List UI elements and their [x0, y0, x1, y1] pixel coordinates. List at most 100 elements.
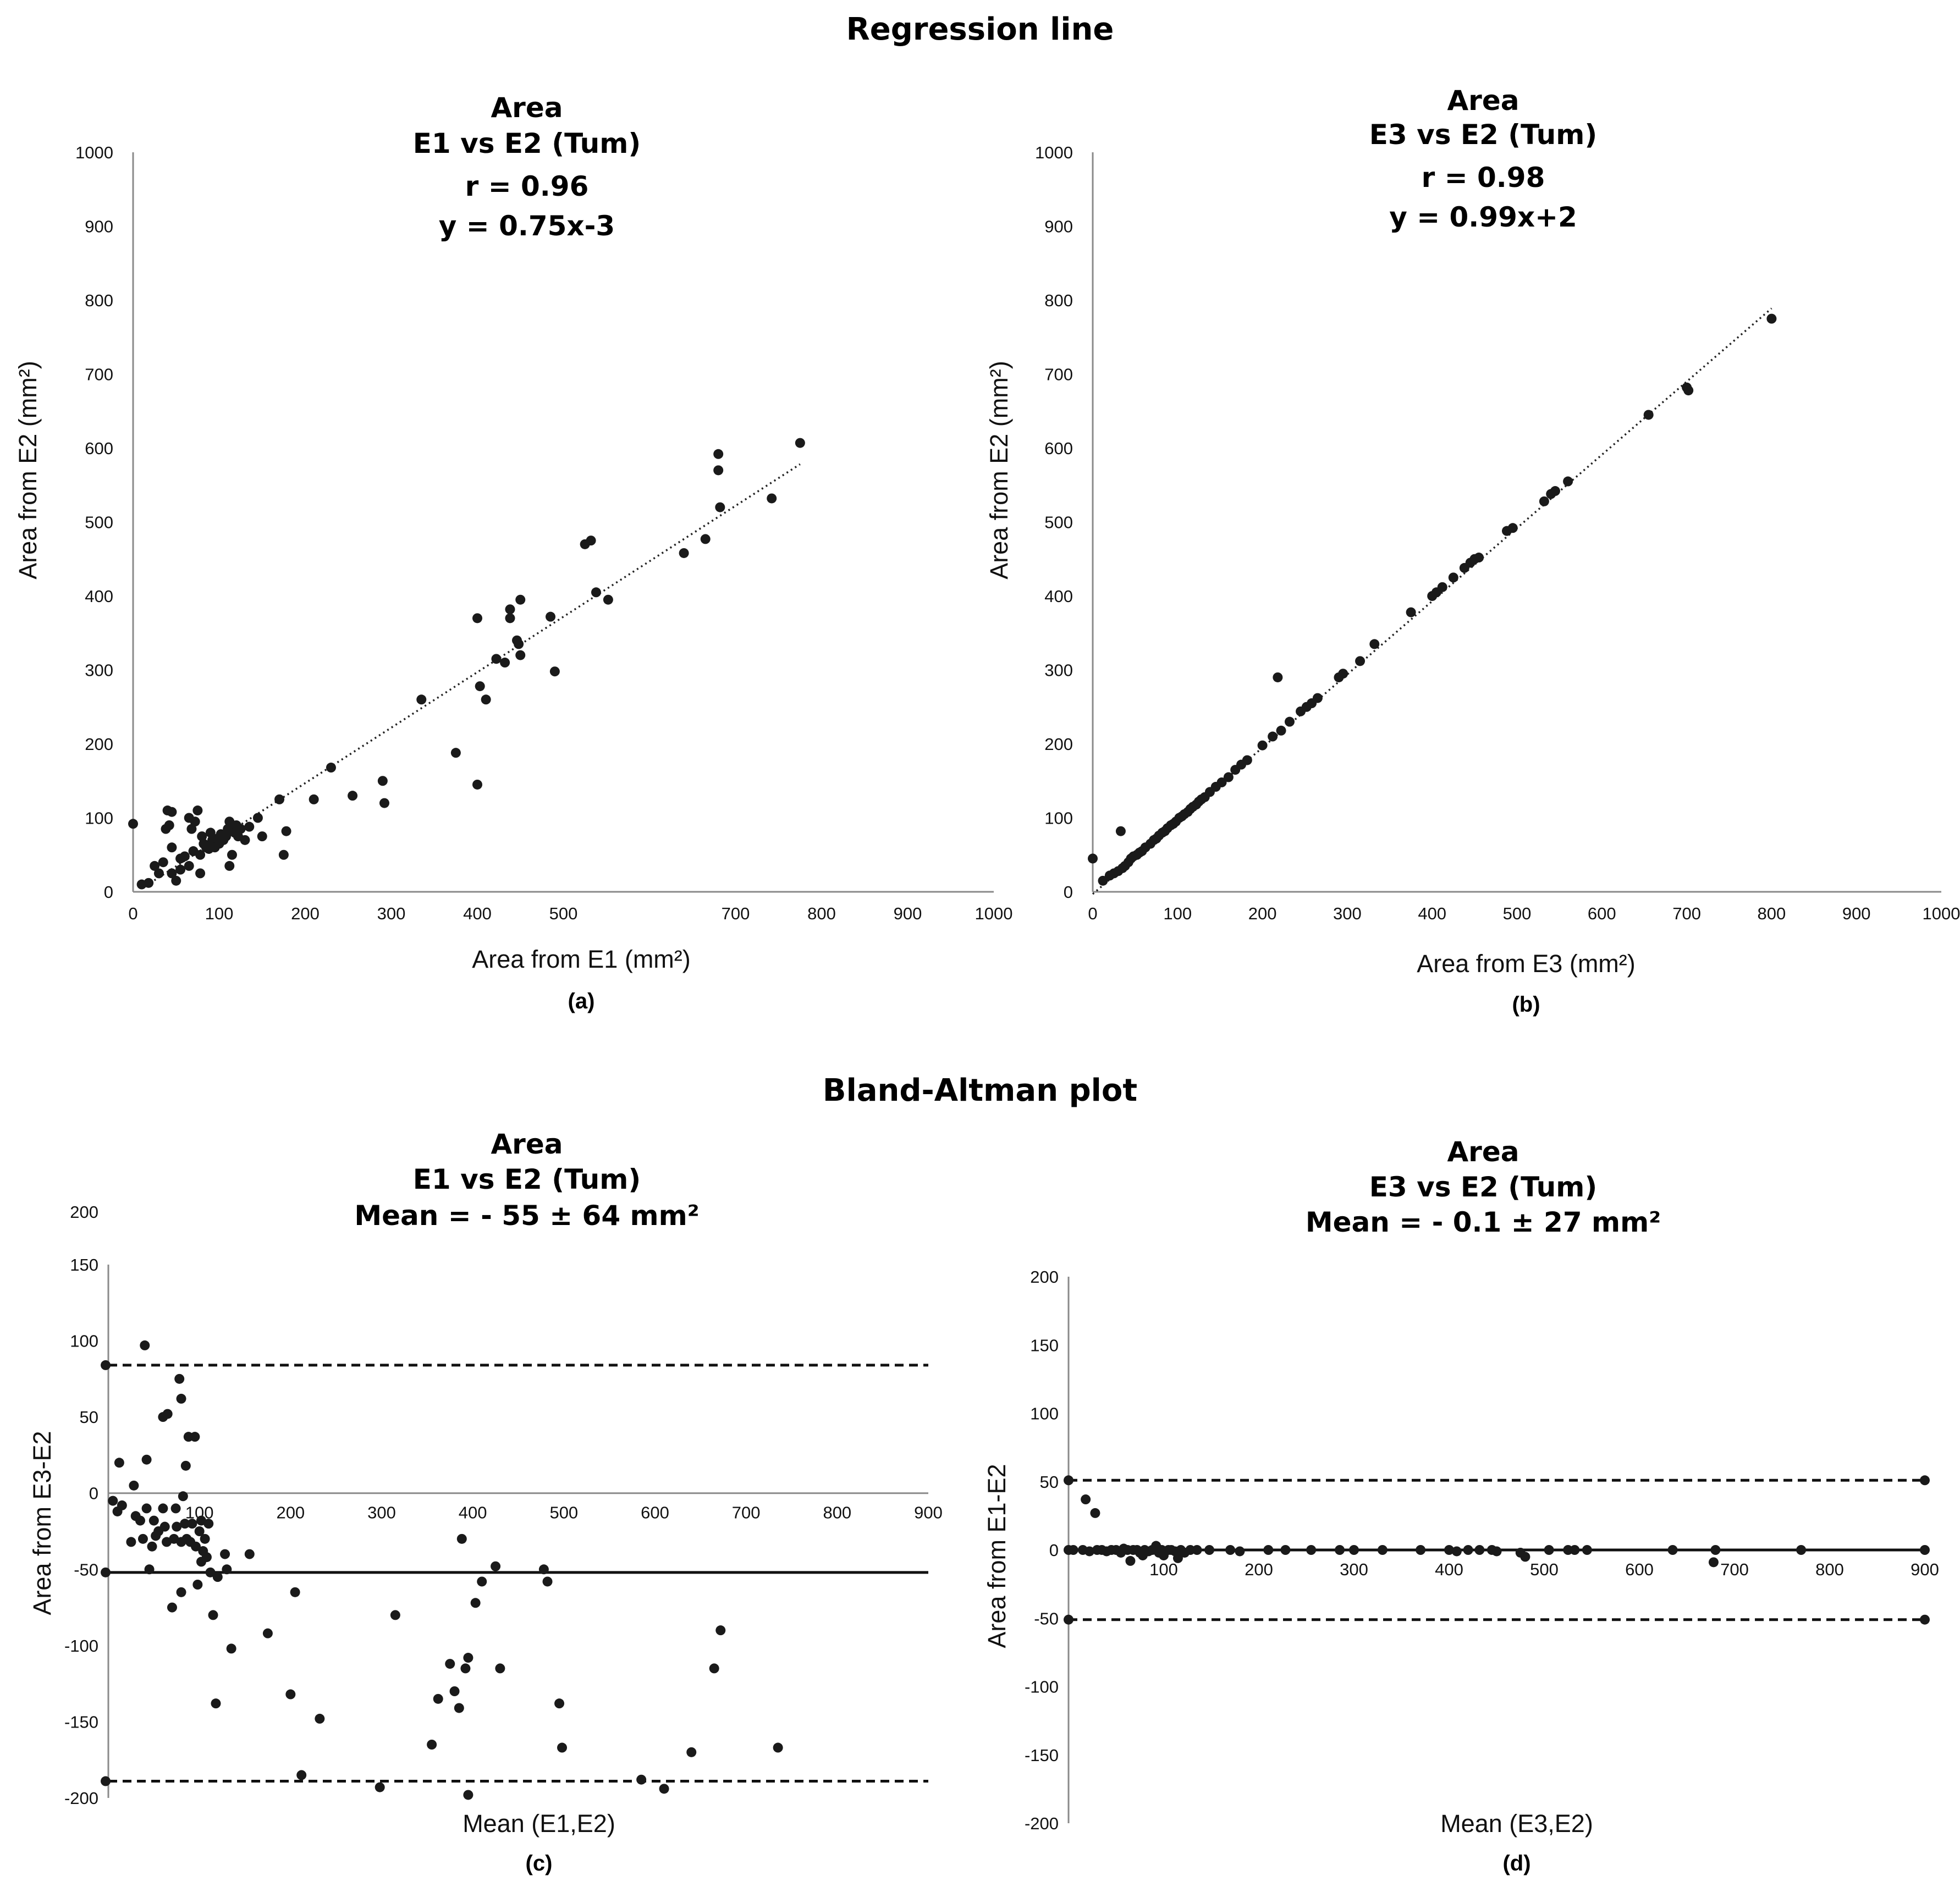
data-point: [1582, 1545, 1592, 1555]
y-tick-label: 150: [70, 1255, 98, 1274]
data-point: [1683, 385, 1694, 396]
x-tick-label: 400: [1435, 1560, 1463, 1579]
data-point: [285, 1689, 296, 1700]
data-point: [715, 1625, 726, 1636]
data-point: [472, 779, 482, 790]
data-point: [195, 868, 206, 879]
x-tick-label: 900: [1911, 1560, 1939, 1579]
y-tick-label: 50: [80, 1408, 98, 1427]
data-point: [150, 860, 160, 871]
data-point: [454, 1703, 464, 1713]
x-axis-label: Area from E3 (mm²): [1417, 950, 1636, 978]
y-tick-label: 300: [1044, 661, 1073, 680]
x-tick-label: 900: [894, 904, 922, 923]
data-point: [158, 857, 168, 868]
chart-b-title-line: E3 vs E2 (Tum): [1369, 119, 1597, 151]
data-point: [470, 1598, 481, 1608]
y-tick-label: 200: [70, 1202, 98, 1222]
data-point: [1520, 1552, 1530, 1562]
data-point: [176, 1587, 186, 1597]
y-tick-label: 0: [89, 1484, 98, 1503]
data-point: [220, 1549, 230, 1559]
data-point: [101, 1776, 111, 1786]
data-point: [1377, 1545, 1388, 1555]
data-point: [274, 794, 285, 804]
data-point: [1474, 553, 1484, 563]
chart-c-title-line: Mean = - 55 ± 64 mm²: [354, 1200, 699, 1232]
chart-d-title-line: E3 vs E2 (Tum): [1369, 1171, 1597, 1203]
data-point: [1242, 755, 1252, 765]
y-tick-label: 700: [85, 365, 113, 384]
y-tick-label: 100: [85, 809, 113, 828]
y-tick-label: -150: [1025, 1746, 1059, 1765]
data-point: [500, 658, 510, 668]
y-tick-label: 0: [1049, 1541, 1059, 1560]
data-point: [1268, 731, 1278, 742]
y-tick-label: 150: [1030, 1336, 1059, 1355]
x-tick-label: 900: [914, 1503, 943, 1522]
y-tick-label: -50: [74, 1560, 98, 1579]
y-tick-label: 100: [1030, 1404, 1059, 1424]
y-tick-label: 400: [1044, 587, 1073, 606]
data-point: [162, 1409, 173, 1419]
data-point: [1276, 725, 1286, 736]
y-tick-label: 600: [1044, 439, 1073, 458]
data-point: [171, 875, 181, 886]
x-tick-label: 200: [1248, 904, 1277, 923]
data-point: [1335, 1545, 1345, 1555]
y-tick-label: 300: [85, 661, 113, 680]
data-point: [491, 654, 502, 664]
y-tick-label: -150: [64, 1712, 98, 1731]
data-point: [226, 1643, 236, 1654]
x-tick-label: 200: [291, 904, 320, 923]
data-point: [195, 849, 206, 860]
data-point: [158, 1503, 168, 1514]
y-tick-label: 100: [1044, 809, 1073, 828]
data-point: [1225, 1545, 1236, 1555]
panel-label: (c): [526, 1851, 553, 1875]
data-point: [148, 1515, 159, 1526]
x-tick-label: 400: [463, 904, 492, 923]
x-tick-label: 700: [732, 1503, 761, 1522]
data-point: [679, 548, 689, 558]
data-point: [713, 449, 724, 459]
data-point: [1115, 826, 1126, 836]
data-point: [1643, 410, 1654, 420]
data-point: [1280, 1545, 1291, 1555]
data-point: [1766, 313, 1777, 324]
data-point: [481, 694, 491, 705]
data-point: [505, 613, 515, 624]
data-point: [257, 831, 267, 842]
data-point: [1090, 1508, 1100, 1518]
data-point: [290, 1587, 300, 1597]
data-point: [1172, 1553, 1183, 1563]
data-point: [144, 1564, 155, 1575]
data-point: [1355, 656, 1366, 666]
data-point: [296, 1770, 307, 1780]
chart-a-title-line: r = 0.96: [465, 170, 589, 202]
data-point: [1312, 693, 1323, 703]
data-point: [449, 1686, 460, 1696]
data-point: [108, 1496, 118, 1506]
x-tick-label: 300: [377, 904, 406, 923]
data-point: [586, 536, 596, 546]
x-tick-label: 100: [205, 904, 234, 923]
x-tick-label: 800: [823, 1503, 851, 1522]
data-point: [167, 868, 177, 879]
data-point: [450, 748, 461, 758]
data-point: [1451, 1546, 1462, 1557]
x-tick-label: 500: [1530, 1560, 1559, 1579]
data-point: [174, 1373, 185, 1384]
x-tick-label: 0: [1088, 904, 1097, 923]
y-tick-label: 50: [1040, 1472, 1059, 1492]
x-tick-label: 1000: [1923, 904, 1960, 923]
chart-c-title-line: Area: [491, 1128, 563, 1160]
data-point: [222, 1564, 232, 1575]
data-point: [1416, 1545, 1426, 1555]
x-axis-label: Area from E1 (mm²): [472, 945, 691, 973]
x-tick-label: 700: [1720, 1560, 1749, 1579]
